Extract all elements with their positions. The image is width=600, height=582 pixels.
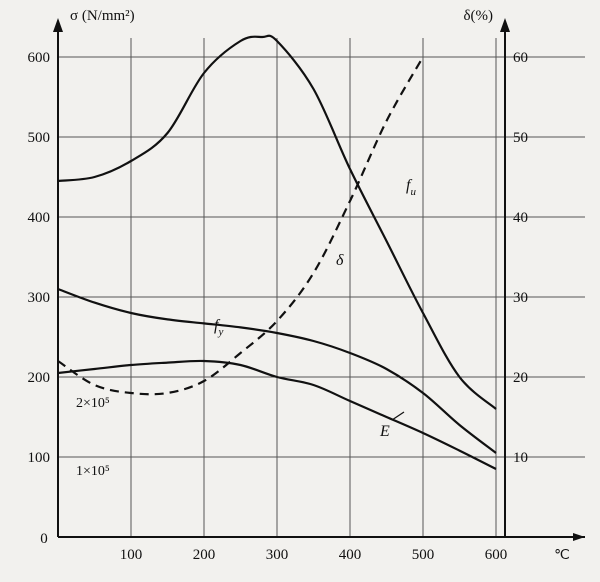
left-tick-label: 300	[28, 290, 51, 306]
left-tick-label: 200	[28, 370, 51, 386]
right-tick-label: 60	[513, 50, 528, 66]
left-tick-label: 100	[28, 450, 51, 466]
right-axis-label: δ(%)	[463, 8, 493, 24]
axes	[53, 18, 585, 541]
x-axis-arrow	[573, 533, 585, 541]
x-tick-label: 100	[120, 547, 143, 563]
series-label-subscript: y	[217, 326, 223, 338]
left-axis-arrow	[53, 18, 63, 32]
right-tick-label: 10	[513, 450, 528, 466]
series-label: E	[379, 423, 390, 440]
labels: 100 200 300 400 500 600 10 20 30 40 50 60 100 200 300 4…	[28, 8, 570, 563]
series-line	[57, 359, 497, 470]
curves	[57, 34, 497, 470]
series-label: fy	[214, 317, 223, 338]
left-tick-label: 500	[28, 130, 51, 146]
right-tick-label: 50	[513, 130, 528, 146]
series-label-subscript: u	[410, 186, 416, 198]
modulus-label: 1×10⁵	[76, 464, 110, 479]
left-axis-label: σ (N/mm²)	[70, 8, 135, 24]
series-line	[57, 56, 424, 396]
x-unit-label: ℃	[554, 548, 570, 563]
left-tick-label: 600	[28, 50, 51, 66]
series-line	[57, 34, 497, 410]
x-tick-label: 300	[266, 547, 289, 563]
x-tick-label: 400	[339, 547, 362, 563]
origin-label: 0	[40, 531, 48, 547]
left-tick-label: 400	[28, 210, 51, 226]
right-tick-label: 20	[513, 370, 528, 386]
x-tick-label: 200	[193, 547, 216, 563]
modulus-label: 2×10⁵	[76, 396, 110, 411]
x-tick-label: 500	[412, 547, 435, 563]
series-label: δ	[336, 252, 344, 269]
x-tick-label: 600	[485, 547, 508, 563]
series-label: fu	[406, 177, 416, 198]
series-label-leader	[391, 411, 405, 421]
right-tick-label: 40	[513, 210, 528, 226]
right-tick-label: 30	[513, 290, 528, 306]
right-axis-arrow	[500, 18, 510, 32]
series-line	[57, 287, 497, 454]
grid	[58, 38, 585, 537]
